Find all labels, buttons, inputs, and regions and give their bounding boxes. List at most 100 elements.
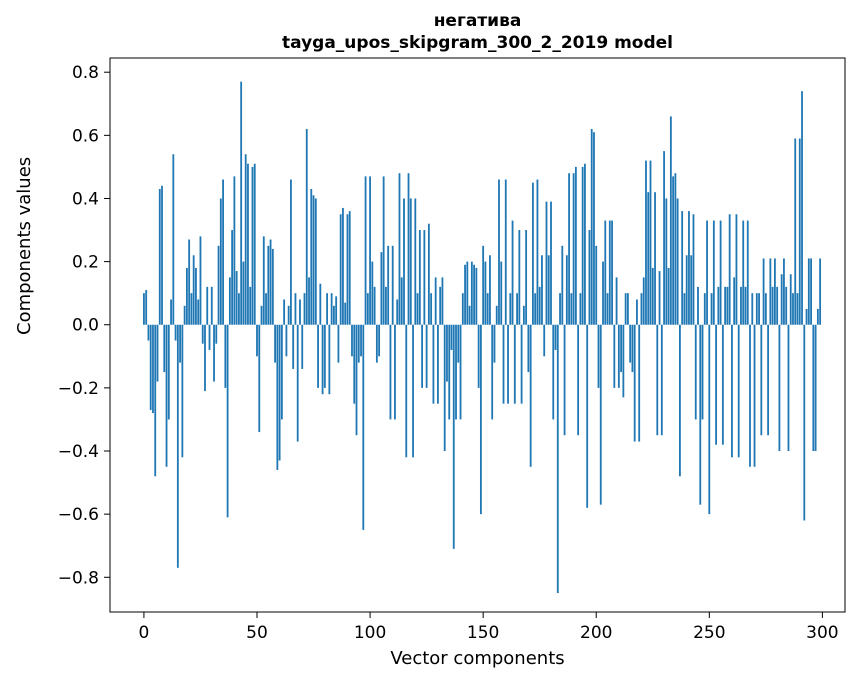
bar bbox=[541, 255, 543, 325]
bar bbox=[398, 173, 401, 325]
bar bbox=[403, 198, 405, 325]
bar bbox=[357, 324, 360, 363]
bar bbox=[665, 198, 668, 325]
bar bbox=[443, 324, 446, 452]
bar bbox=[597, 324, 600, 388]
bar bbox=[719, 220, 722, 325]
bar bbox=[536, 179, 539, 325]
bar bbox=[805, 308, 808, 325]
bar bbox=[437, 324, 439, 404]
bar bbox=[500, 261, 503, 325]
bar bbox=[285, 324, 288, 357]
bar bbox=[391, 245, 394, 325]
bar bbox=[308, 277, 310, 325]
bar bbox=[556, 324, 559, 594]
bar bbox=[593, 132, 595, 325]
bar bbox=[787, 324, 790, 452]
bar bbox=[224, 324, 227, 388]
bar bbox=[762, 258, 765, 325]
bar bbox=[477, 324, 480, 388]
bar bbox=[439, 286, 442, 325]
bar bbox=[446, 324, 448, 382]
bar bbox=[502, 324, 505, 404]
bar bbox=[498, 179, 500, 325]
bar bbox=[581, 166, 584, 325]
bar bbox=[559, 293, 561, 325]
bar bbox=[511, 220, 514, 325]
bar bbox=[724, 286, 727, 325]
bar bbox=[201, 324, 204, 344]
bar bbox=[147, 324, 150, 341]
bar bbox=[522, 305, 525, 325]
bar bbox=[143, 293, 145, 325]
bar bbox=[267, 245, 270, 325]
bar bbox=[355, 324, 358, 436]
bar bbox=[516, 293, 518, 325]
x-tick-label: 300 bbox=[806, 623, 838, 643]
bar bbox=[617, 324, 620, 388]
bar bbox=[346, 214, 349, 325]
bar bbox=[195, 267, 197, 325]
bar bbox=[344, 302, 347, 325]
bar bbox=[484, 261, 487, 325]
bar bbox=[158, 189, 161, 325]
bar bbox=[726, 286, 729, 325]
bar bbox=[222, 179, 224, 325]
bar bbox=[312, 195, 315, 325]
bar bbox=[658, 271, 661, 325]
bar bbox=[608, 220, 611, 325]
bar bbox=[489, 255, 491, 325]
chart-subtitle: tayga_upos_skipgram_300_2_2019 model bbox=[282, 33, 673, 53]
bar bbox=[572, 173, 575, 325]
bar bbox=[389, 324, 392, 420]
bar bbox=[645, 160, 647, 325]
bar bbox=[715, 324, 717, 445]
bar bbox=[611, 220, 613, 325]
bar bbox=[181, 324, 184, 458]
bar bbox=[353, 324, 356, 404]
x-tick-label: 0 bbox=[139, 623, 150, 643]
y-tick-label: −0.2 bbox=[58, 379, 99, 399]
bar bbox=[550, 201, 552, 325]
bar bbox=[271, 248, 274, 325]
bar bbox=[543, 324, 546, 357]
bar bbox=[256, 324, 258, 357]
bar bbox=[690, 255, 693, 325]
bar bbox=[667, 267, 670, 325]
bar bbox=[455, 324, 457, 420]
bar bbox=[602, 261, 604, 325]
bar bbox=[769, 258, 772, 325]
bar bbox=[803, 324, 806, 521]
bar bbox=[167, 324, 170, 420]
bar bbox=[258, 324, 261, 433]
bar bbox=[776, 286, 779, 325]
bar bbox=[362, 324, 365, 530]
bar bbox=[631, 324, 634, 373]
bar bbox=[375, 324, 378, 363]
bar bbox=[783, 258, 785, 325]
bar bbox=[204, 324, 206, 392]
bar bbox=[394, 324, 396, 420]
bar bbox=[427, 223, 430, 325]
bar bbox=[685, 255, 688, 325]
bar bbox=[640, 293, 643, 325]
bar bbox=[253, 163, 256, 325]
bar bbox=[812, 324, 815, 452]
bar bbox=[154, 324, 157, 477]
bar bbox=[213, 324, 215, 382]
bar bbox=[742, 220, 745, 325]
bar bbox=[482, 245, 485, 325]
bar bbox=[801, 91, 803, 325]
bar bbox=[807, 258, 810, 325]
bar bbox=[260, 305, 263, 325]
bar bbox=[412, 324, 414, 458]
bar bbox=[459, 324, 462, 420]
bar bbox=[407, 173, 410, 325]
x-tick-label: 100 bbox=[354, 623, 386, 643]
bar bbox=[156, 324, 159, 382]
bar bbox=[448, 324, 451, 420]
bar bbox=[545, 201, 548, 325]
y-tick-label: −0.6 bbox=[58, 505, 99, 525]
bar bbox=[149, 324, 152, 410]
